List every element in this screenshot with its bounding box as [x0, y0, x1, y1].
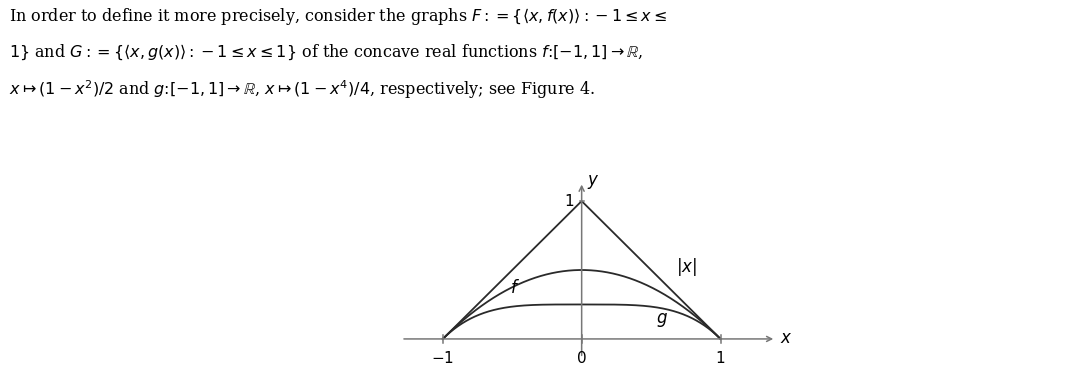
Text: In order to define it more precisely, consider the graphs $F := \{\langle x, f(x: In order to define it more precisely, co… — [9, 6, 667, 27]
Text: $|x|$: $|x|$ — [676, 256, 697, 278]
Text: $1$: $1$ — [715, 350, 726, 366]
Text: $1$: $1$ — [564, 193, 575, 209]
Text: $0$: $0$ — [577, 350, 586, 366]
Text: $g$: $g$ — [657, 310, 669, 328]
Text: $y$: $y$ — [588, 173, 599, 191]
Text: $f$: $f$ — [510, 279, 519, 297]
Text: $1\}$ and $G := \{\langle x, g(x)\rangle : -1 \leq x \leq 1\}$ of the concave re: $1\}$ and $G := \{\langle x, g(x)\rangle… — [9, 42, 643, 62]
Text: $x \mapsto (1-x^2)/2$ and $g\colon [-1,1] \to \mathbb{R}$, $x \mapsto (1-x^4)/4$: $x \mapsto (1-x^2)/2$ and $g\colon [-1,1… — [9, 79, 595, 102]
Text: $-1$: $-1$ — [431, 350, 455, 366]
Text: $x$: $x$ — [780, 330, 793, 347]
